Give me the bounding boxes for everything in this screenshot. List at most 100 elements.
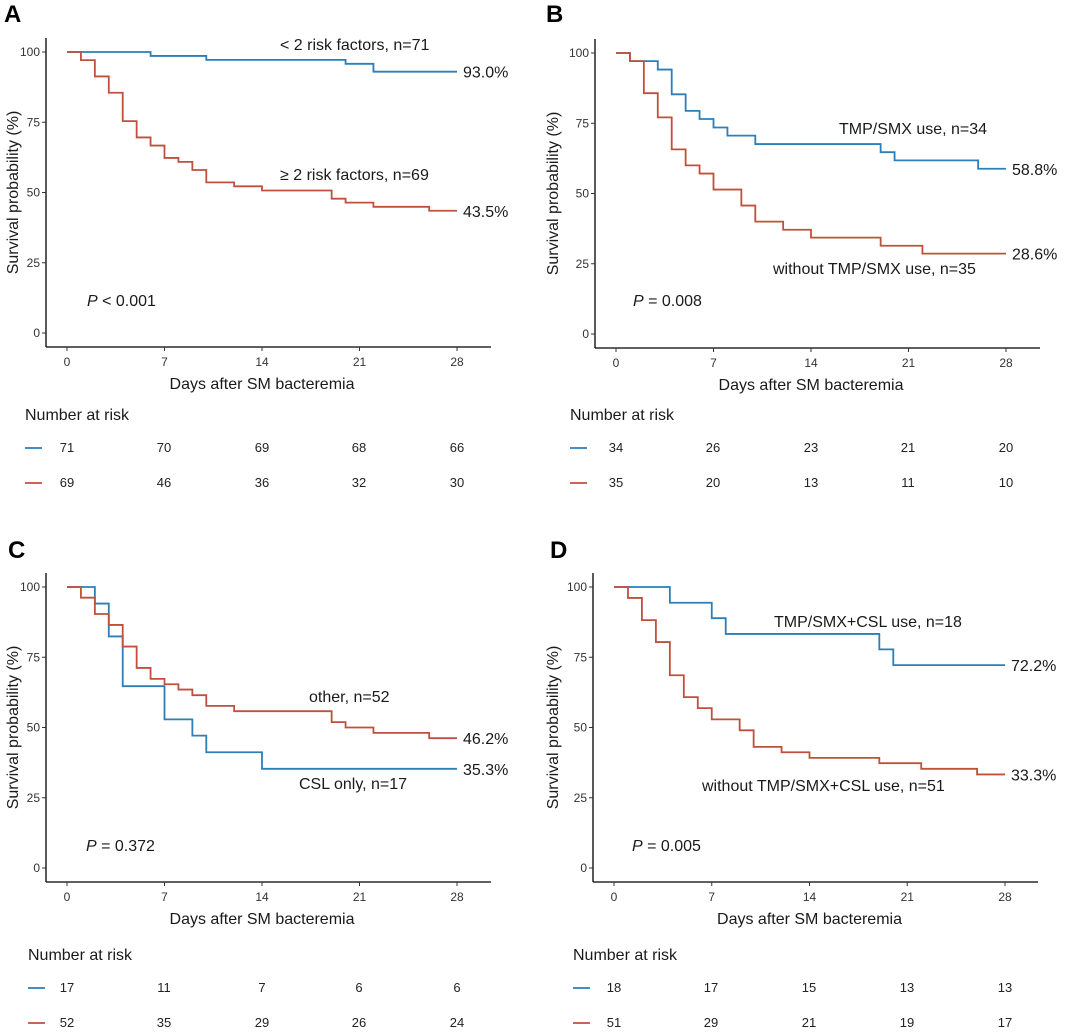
p-value-text: = 0.372 [97, 838, 155, 855]
risk-count: 21 [901, 440, 915, 455]
y-axis-title: Survival probability (%) [5, 646, 22, 810]
y-tick-label: 75 [27, 115, 41, 129]
x-tick-label: 28 [450, 890, 464, 904]
x-tick-label: 0 [613, 356, 620, 370]
risk-count: 13 [998, 980, 1012, 995]
risk-count: 23 [804, 440, 818, 455]
panel-d: D 0 25 50 75 100 0 7 14 21 28 Days after SM bactere… [540, 516, 1080, 1032]
p-value-text: = 0.005 [643, 838, 701, 855]
panel-letter: B [546, 1, 563, 28]
y-tick-label: 0 [33, 326, 40, 340]
risk-count: 29 [704, 1015, 718, 1030]
risk-count: 7 [258, 980, 265, 995]
p-value-text: = 0.008 [644, 293, 702, 310]
x-tick-label: 7 [161, 890, 168, 904]
panel-letter: C [8, 537, 25, 564]
survival-curve-blue [616, 52, 1006, 170]
risk-count: 30 [450, 475, 464, 490]
risk-count: 32 [352, 475, 366, 490]
panel-b: B 0 25 50 75 100 0 7 14 21 28 Days after SM bactere… [540, 0, 1080, 516]
group-label: CSL only, n=17 [299, 776, 407, 793]
x-tick-label: 28 [999, 356, 1013, 370]
group-label: TMP/SMX+CSL use, n=18 [774, 614, 962, 631]
p-symbol: P [633, 293, 644, 310]
risk-count: 52 [60, 1015, 74, 1030]
panel-letter: D [550, 537, 567, 564]
risk-count: 26 [706, 440, 720, 455]
group-label: other, n=52 [309, 689, 390, 706]
risk-count: 35 [609, 475, 623, 490]
risk-count: 26 [352, 1015, 366, 1030]
x-tick-label: 21 [353, 355, 367, 369]
end-survival-label: 72.2% [1011, 658, 1056, 675]
risk-count: 20 [999, 440, 1013, 455]
p-value: P = 0.005 [632, 838, 701, 855]
y-tick-label: 50 [27, 186, 41, 200]
x-tick-label: 14 [803, 890, 817, 904]
p-value: P = 0.372 [86, 838, 155, 855]
survival-curve-blue [67, 51, 457, 73]
y-tick-label: 100 [20, 580, 40, 594]
risk-count: 17 [704, 980, 718, 995]
x-tick-label: 14 [255, 890, 269, 904]
risk-count: 6 [453, 980, 460, 995]
survival-curve-red [67, 51, 457, 212]
y-tick-label: 75 [576, 116, 590, 130]
y-tick-label: 25 [576, 257, 590, 271]
group-label: without TMP/SMX+CSL use, n=51 [701, 778, 945, 795]
y-tick-label: 25 [27, 256, 41, 270]
risk-count: 36 [255, 475, 269, 490]
panel-letter: A [4, 1, 21, 28]
number-at-risk-title: Number at risk [25, 407, 130, 424]
risk-count: 18 [607, 980, 621, 995]
x-tick-label: 21 [353, 890, 367, 904]
risk-count: 15 [802, 980, 816, 995]
number-at-risk-title: Number at risk [570, 407, 675, 424]
survival-curve-blue [67, 586, 457, 770]
x-tick-label: 7 [708, 890, 715, 904]
y-tick-label: 25 [574, 791, 588, 805]
p-value-text: < 0.001 [98, 293, 156, 310]
risk-count: 71 [60, 440, 74, 455]
x-tick-label: 7 [161, 355, 168, 369]
y-tick-label: 100 [567, 580, 587, 594]
x-axis-title: Days after SM bacteremia [719, 377, 904, 394]
end-survival-label: 28.6% [1012, 247, 1057, 264]
y-tick-label: 75 [574, 650, 588, 664]
x-tick-label: 21 [901, 890, 915, 904]
risk-count: 11 [901, 475, 915, 490]
risk-count: 24 [450, 1015, 464, 1030]
x-tick-label: 0 [64, 890, 71, 904]
p-value: P = 0.008 [633, 293, 702, 310]
km-chart-a: A 0 25 50 75 100 0 7 14 21 28 Days after SM bactere… [4, 1, 508, 490]
panel-c: C 0 25 50 75 100 0 7 14 21 28 Days after SM bactere… [0, 516, 540, 1032]
km-chart-b: B 0 25 50 75 100 0 7 14 21 28 Days after SM bactere… [545, 1, 1057, 490]
risk-count: 20 [706, 475, 720, 490]
risk-count: 21 [802, 1015, 816, 1030]
x-tick-label: 21 [902, 356, 916, 370]
end-survival-label: 35.3% [463, 762, 508, 779]
risk-count: 6 [355, 980, 362, 995]
group-label: < 2 risk factors, n=71 [280, 37, 430, 54]
group-label: ≥ 2 risk factors, n=69 [280, 167, 429, 184]
y-tick-label: 50 [574, 721, 588, 735]
p-symbol: P [632, 838, 643, 855]
x-tick-label: 28 [998, 890, 1012, 904]
y-tick-label: 100 [569, 46, 589, 60]
end-survival-label: 93.0% [463, 65, 508, 82]
km-chart-d: D 0 25 50 75 100 0 7 14 21 28 Days after SM bactere… [545, 537, 1056, 1030]
y-axis-title: Survival probability (%) [545, 112, 562, 276]
end-survival-label: 58.8% [1012, 162, 1057, 179]
y-axis-title: Survival probability (%) [5, 111, 22, 275]
y-tick-label: 25 [27, 791, 41, 805]
y-axis-title: Survival probability (%) [545, 646, 562, 810]
risk-count: 13 [900, 980, 914, 995]
survival-curve-red [616, 52, 1006, 255]
x-tick-label: 28 [450, 355, 464, 369]
risk-count: 66 [450, 440, 464, 455]
end-survival-label: 43.5% [463, 204, 508, 221]
x-axis-title: Days after SM bacteremia [170, 376, 355, 393]
group-label: TMP/SMX use, n=34 [839, 121, 987, 138]
group-label: without TMP/SMX use, n=35 [772, 261, 976, 278]
end-survival-label: 33.3% [1011, 767, 1056, 784]
